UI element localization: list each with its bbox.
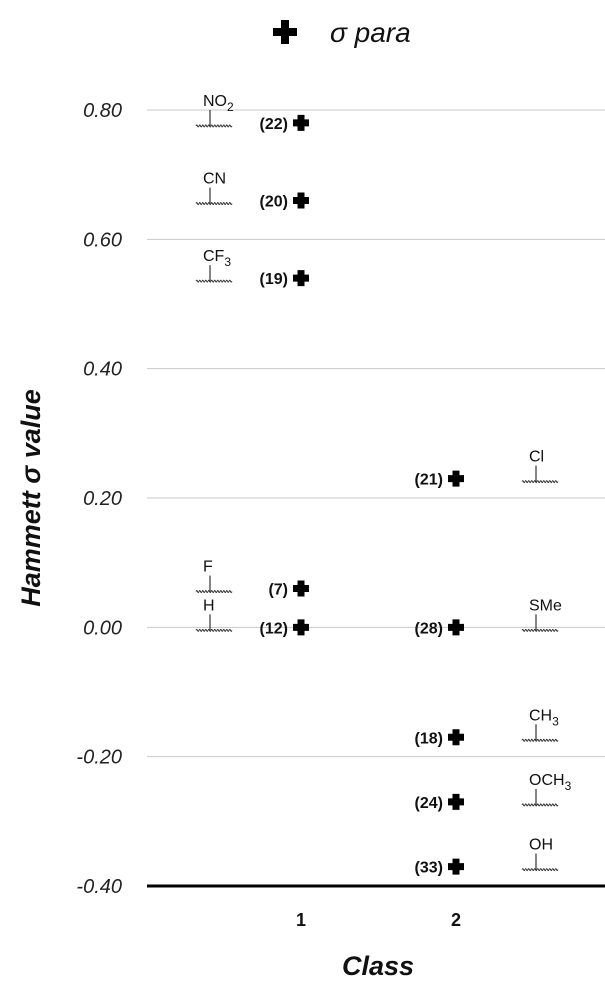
substituent-label: SMe [529,597,562,614]
attachment-bond-icon [521,738,559,742]
gridlines [147,109,605,758]
compound-number-label: (7) [268,582,288,599]
substituent-label: CF3 [203,248,231,269]
legend-marker-cross-icon [273,20,297,44]
substituent-label: CH3 [529,707,559,728]
compound-number-label: (28) [415,620,443,637]
data-point: (18) CH3 [415,707,560,747]
compound-number-label: (21) [415,472,443,489]
cross-marker-icon [293,580,309,597]
cross-marker-icon [293,619,309,636]
y-tick-label: -0.20 [76,747,122,769]
compound-number-label: (24) [415,795,443,812]
substituent-label: OCH3 [529,772,572,793]
cross-marker-icon [293,192,309,209]
substituent-label: Cl [529,449,544,466]
substituent-label: F [203,559,213,576]
attachment-bond-icon [195,202,233,206]
y-axis-label: Hammett σ value [16,389,46,607]
compound-number-label: (12) [260,620,288,637]
attachment-bond-icon [521,868,559,872]
y-tick-labels: 0.80 0.60 0.40 0.20 0.00 -0.20 -0.40 [76,100,122,898]
cross-marker-icon [448,729,464,746]
substituent-label: CN [203,171,226,188]
data-point: (33) OH [415,837,559,877]
legend-label: σ para [330,17,411,48]
substituent-label: OH [529,837,553,854]
cross-marker-icon [448,858,464,875]
data-point: (24) OCH3 [415,772,572,812]
cross-marker-icon [448,470,464,487]
attachment-bond-icon [521,628,559,632]
y-tick-label: 0.80 [83,100,122,122]
attachment-bond-icon [195,279,233,283]
compound-number-label: (19) [260,271,288,288]
compound-number-label: (33) [415,860,443,877]
attachment-bond-icon [195,124,233,128]
data-point: (22) NO2 [195,93,309,133]
cross-marker-icon [448,793,464,810]
cross-marker-icon [293,270,309,287]
compound-number-label: (22) [260,116,288,133]
y-tick-label: -0.40 [76,876,122,898]
x-tick-label: 2 [451,910,461,930]
data-point: (28) SMe [415,597,562,637]
data-point: (19) CF3 [195,248,309,288]
compound-number-label: (20) [260,194,288,211]
cross-marker-icon [293,114,309,131]
y-tick-label: 0.60 [83,229,122,251]
x-tick-label: 1 [296,910,306,930]
substituent-label: H [203,597,215,614]
y-tick-label: 0.20 [83,488,122,510]
data-point: (7) F [195,559,309,599]
y-tick-label: 0.40 [83,359,122,381]
data-point: (20) CN [195,171,309,211]
cross-marker-icon [448,619,464,636]
attachment-bond-icon [521,803,559,807]
attachment-bond-icon [195,628,233,632]
attachment-bond-icon [195,590,233,594]
attachment-bond-icon [521,480,559,484]
data-point: (12) H [195,597,309,637]
substituent-label: NO2 [203,93,234,114]
data-point: (21) Cl [415,449,559,489]
data-points: (22) NO2 (20) CN (19) CF3 (7) F (12) H (21) Cl (28) S… [195,93,572,877]
compound-number-label: (18) [415,730,443,747]
legend: σ para [273,17,411,48]
x-axis-label: Class [342,951,414,981]
y-tick-label: 0.00 [83,617,122,639]
